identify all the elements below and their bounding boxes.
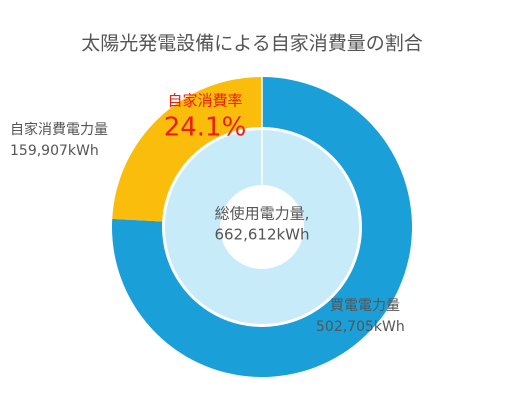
value-label: 159,907kWh bbox=[10, 143, 99, 159]
category-label: 買電電力量 bbox=[330, 298, 400, 314]
donut-segment bbox=[112, 77, 263, 222]
total-value: 662,612kWh bbox=[214, 226, 309, 244]
chart-title: 太陽光発電設備による自家消費量の割合 bbox=[81, 33, 422, 55]
total-label: 総使用電力量, bbox=[215, 205, 310, 223]
category-label: 自家消費電力量 bbox=[10, 121, 108, 138]
donut-segment bbox=[112, 77, 412, 377]
value-label: 502,705kWh bbox=[316, 319, 405, 335]
rate-value: 24.1% bbox=[164, 113, 247, 143]
rate-label: 自家消費率 bbox=[167, 92, 242, 110]
